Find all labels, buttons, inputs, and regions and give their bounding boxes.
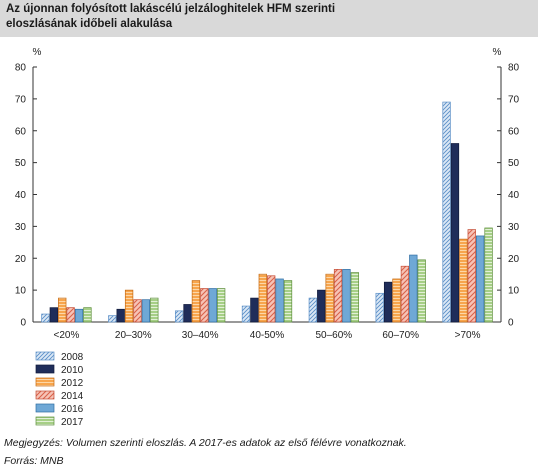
bar-2012-4 [325, 273, 334, 323]
y-tick-label-left: 60 [15, 126, 27, 137]
x-tick-label: >70% [455, 330, 481, 341]
bar-2010-0 [49, 307, 58, 323]
x-tick-label: 50–60% [316, 330, 353, 341]
legend-swatch-2010 [35, 364, 55, 374]
bar-2008-1 [108, 315, 117, 323]
bar-2010-2 [183, 304, 192, 323]
bar-2017-1 [150, 297, 159, 323]
legend-label-2008: 2008 [61, 352, 84, 363]
y-tick-label-right: 50 [508, 158, 520, 169]
bar-2010-5 [383, 281, 393, 323]
bar-2016-1 [141, 299, 151, 323]
y-tick-label-left: 80 [15, 63, 27, 74]
y-tick-label-right: 20 [508, 254, 520, 265]
x-tick-label: 30–40% [182, 330, 219, 341]
bar-2014-4 [333, 269, 343, 323]
bar-2017-3 [283, 280, 293, 323]
y-tick-label-right: 30 [508, 222, 520, 233]
bar-2014-2 [200, 288, 209, 323]
bar-2010-3 [250, 297, 259, 323]
bar-2014-1 [133, 299, 142, 323]
bar-2008-3 [241, 305, 251, 323]
legend-group: 2008 2010 2012 2014 2016 2017 [35, 351, 84, 428]
bar-2012-2 [191, 280, 201, 323]
bar-2016-0 [74, 308, 84, 323]
legend-swatch-2012 [35, 377, 55, 387]
bar-2016-5 [409, 254, 418, 323]
bar-2016-6 [476, 235, 485, 323]
legend-label-2012: 2012 [61, 378, 84, 389]
bar-2016-4 [342, 269, 351, 323]
legend-swatch-2008 [35, 351, 55, 361]
legend-swatch-2017 [35, 416, 55, 426]
y-tick-label-left: 50 [15, 158, 27, 169]
legend-label-2014: 2014 [61, 391, 84, 402]
title-bar: Az újonnan folyósított lakáscélú jelzálo… [0, 0, 538, 37]
x-tick-label: 20–30% [115, 330, 152, 341]
y-tick-label-right: 70 [508, 94, 520, 105]
chart-note: Megjegyzés: Volumen szerinti eloszlás. A… [4, 437, 407, 449]
bar-2016-3 [275, 278, 284, 323]
bar-2012-1 [124, 289, 134, 323]
bar-2017-5 [417, 259, 426, 323]
bar-chart: % % 0 0 10 10 20 20 30 30 40 40 50 50 60 60 70 70 80 80 <20%… [15, 47, 520, 428]
bar-2008-6 [442, 101, 451, 323]
chart-source: Forrás: MNB [4, 455, 64, 467]
y-unit-right: % [493, 47, 502, 58]
bar-2014-0 [66, 307, 75, 323]
bar-2010-1 [116, 308, 125, 323]
x-tick-label: 40-50% [250, 330, 285, 341]
legend-swatch-2014 [35, 390, 55, 400]
y-tick-label-right: 10 [508, 286, 520, 297]
bar-2016-2 [208, 288, 217, 323]
x-tick-label: <20% [53, 330, 79, 341]
y-unit-left: % [33, 47, 42, 58]
bar-2014-6 [467, 229, 476, 323]
bar-2008-2 [174, 310, 184, 323]
bar-2017-4 [350, 272, 360, 323]
legend-label-2016: 2016 [61, 404, 84, 415]
bar-2014-5 [400, 265, 410, 323]
bar-2008-4 [308, 297, 318, 323]
y-tick-label-left: 40 [15, 190, 27, 201]
y-tick-label-right: 80 [508, 63, 520, 74]
bar-2012-3 [258, 273, 267, 323]
y-tick-label-left: 0 [20, 318, 26, 329]
y-tick-label-right: 60 [508, 126, 520, 137]
legend-label-2017: 2017 [61, 417, 84, 428]
bar-2017-2 [216, 288, 226, 323]
axes-group: % % 0 0 10 10 20 20 30 30 40 40 50 50 60 60 70 70 80 80 <20%… [15, 47, 520, 341]
bar-2008-5 [375, 292, 384, 323]
y-tick-label-left: 70 [15, 94, 27, 105]
bar-2010-4 [317, 289, 326, 323]
legend-label-2010: 2010 [61, 365, 84, 376]
y-tick-label-left: 10 [15, 286, 27, 297]
y-tick-label-left: 20 [15, 254, 27, 265]
legend-swatch-2016 [35, 403, 55, 413]
bar-2014-3 [267, 275, 276, 323]
y-tick-label-right: 0 [508, 318, 514, 329]
bar-2010-6 [450, 143, 460, 323]
bar-2012-6 [459, 238, 468, 323]
y-tick-label-left: 30 [15, 222, 27, 233]
bar-2017-6 [484, 227, 493, 323]
bar-2017-0 [83, 307, 92, 323]
bar-2012-5 [392, 278, 401, 323]
y-tick-label-right: 40 [508, 190, 520, 201]
bar-2012-0 [58, 297, 67, 323]
bars-group [41, 101, 493, 323]
bar-2008-0 [41, 313, 50, 323]
x-tick-label: 60–70% [382, 330, 419, 341]
chart-title: Az újonnan folyósított lakáscélú jelzálo… [6, 3, 336, 30]
